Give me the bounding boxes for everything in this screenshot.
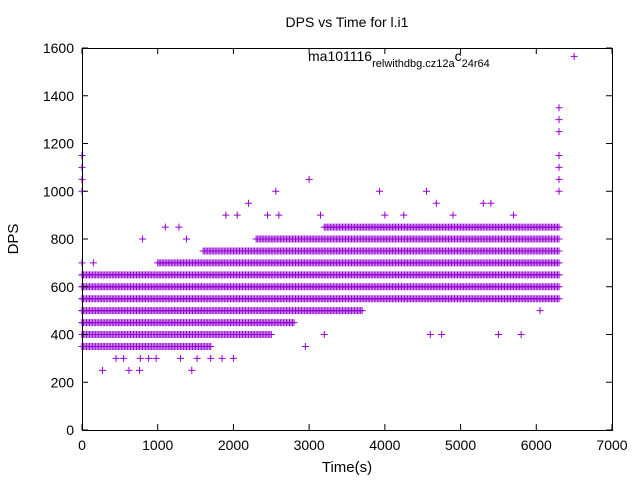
x-tick-label: 2000 [218, 437, 249, 453]
data-point [555, 128, 563, 136]
data-point [555, 223, 563, 231]
data-point [487, 199, 495, 207]
legend-label-part: withdbg.cz12a [383, 58, 455, 70]
data-point [188, 366, 196, 374]
x-tick-label: 0 [78, 437, 86, 453]
data-point [193, 354, 201, 362]
y-axis-label: DPS [5, 224, 22, 255]
y-tick-label: 1400 [43, 88, 74, 104]
data-point [120, 354, 128, 362]
data-point [536, 307, 544, 315]
legend-label-part: c [455, 48, 462, 64]
data-point [233, 211, 241, 219]
data-point [317, 211, 324, 219]
data-point [400, 211, 408, 219]
data-point [438, 331, 446, 338]
axis-ticks: 0 1000 2000 3000 4000 5000 6000 7000 0 200 400 600 8… [43, 40, 628, 453]
data-point [449, 211, 457, 219]
y-tick-label: 200 [51, 374, 75, 390]
data-point [112, 354, 120, 362]
data-point [381, 211, 389, 219]
legend-label-part: rel [372, 58, 384, 70]
x-tick-label: 1000 [142, 437, 173, 453]
data-point [275, 211, 283, 219]
data-point [175, 223, 183, 231]
data-point [358, 307, 366, 315]
data-point [207, 342, 215, 350]
y-tick-label: 1600 [43, 40, 74, 56]
x-tick-label: 3000 [294, 437, 325, 453]
y-tick-label: 800 [51, 231, 75, 247]
data-point [555, 283, 563, 291]
data-point [305, 175, 313, 183]
data-point [176, 354, 184, 362]
data-point [555, 175, 563, 183]
chart-title: DPS vs Time for l.i1 [286, 14, 409, 30]
data-point [555, 163, 563, 171]
data-point [161, 223, 169, 231]
legend-label-part: ma101116 [308, 48, 372, 64]
data-point [229, 354, 237, 362]
x-tick-label: 4000 [369, 437, 400, 453]
data-point [479, 199, 487, 207]
x-tick-label: 5000 [445, 437, 476, 453]
data-point [555, 116, 563, 124]
x-axis-label: Time(s) [322, 459, 372, 476]
data-point [152, 354, 160, 362]
x-tick-label: 7000 [596, 437, 627, 453]
data-point [510, 211, 518, 219]
data-point [555, 247, 563, 255]
y-tick-label: 1000 [43, 183, 74, 199]
legend-label-part: 24r64 [462, 58, 490, 70]
data-point [423, 187, 430, 195]
y-tick-label: 0 [66, 422, 74, 438]
y-tick-label: 400 [51, 327, 75, 343]
data-point [207, 354, 215, 362]
data-point [264, 211, 271, 219]
scatter-points [78, 52, 578, 374]
data-point [301, 342, 309, 350]
data-point [555, 235, 563, 243]
data-point [432, 199, 440, 207]
data-point [555, 104, 563, 112]
data-point [494, 331, 502, 338]
y-tick-label: 1200 [43, 136, 74, 152]
data-point [136, 354, 144, 362]
legend-entry-label: ma101116relwithdbg.cz12ac24r64 [308, 48, 490, 70]
data-point [272, 187, 280, 195]
legend-marker [570, 52, 578, 60]
data-point [98, 366, 106, 374]
y-tick-label: 600 [51, 279, 75, 295]
data-point [376, 187, 384, 195]
data-point [555, 295, 563, 303]
data-point [125, 366, 133, 374]
data-point [222, 211, 230, 219]
x-tick-label: 6000 [521, 437, 552, 453]
data-point [555, 187, 563, 195]
data-point [136, 366, 144, 374]
data-point [517, 331, 525, 338]
data-point [267, 331, 275, 338]
data-point [218, 354, 226, 362]
data-point [290, 319, 298, 327]
data-point [555, 151, 563, 159]
data-point [245, 199, 253, 207]
legend: ma101116relwithdbg.cz12ac24r64 [308, 48, 490, 70]
data-point [320, 331, 328, 338]
data-point [555, 259, 563, 267]
data-point [139, 235, 147, 243]
data-point [89, 259, 97, 267]
data-point [555, 271, 563, 279]
data-point [145, 354, 153, 362]
data-point [426, 331, 434, 338]
data-point [182, 235, 190, 243]
